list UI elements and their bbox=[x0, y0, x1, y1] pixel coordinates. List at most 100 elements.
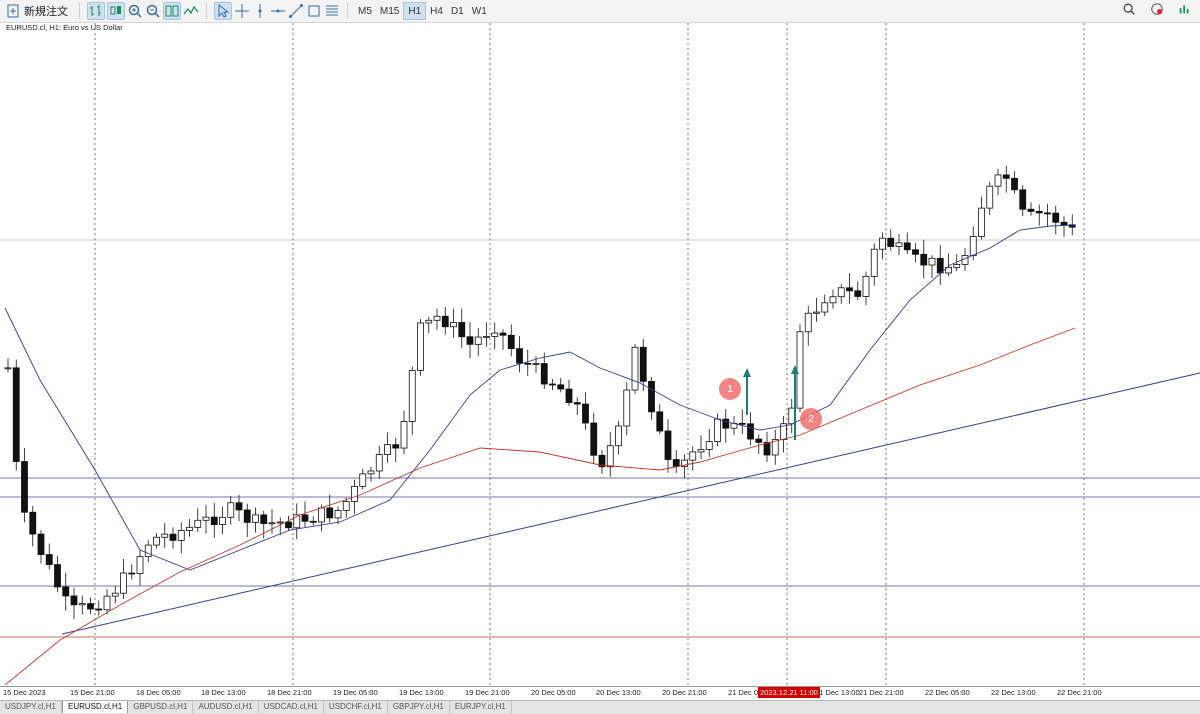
time-label: 22 Dec 05:00 bbox=[925, 688, 970, 697]
candle-body bbox=[565, 388, 573, 403]
candle-body bbox=[433, 315, 441, 321]
account-icon[interactable] bbox=[1150, 2, 1164, 19]
timeframe-m5[interactable]: M5 bbox=[358, 5, 372, 17]
zoom-in-button[interactable] bbox=[127, 2, 143, 20]
candle-body bbox=[1019, 189, 1027, 210]
current-time-label: 2023.12.21 11:00 bbox=[758, 687, 820, 698]
candle-body bbox=[804, 312, 812, 333]
annotation-marker-2: 2 bbox=[800, 408, 822, 430]
candle-body bbox=[912, 249, 919, 255]
time-label: 21 Dec 05:00 bbox=[728, 688, 773, 697]
tab-usdjpy[interactable]: USDJPY.cl,H1 bbox=[0, 701, 62, 713]
candle-body bbox=[483, 335, 490, 338]
bar-chart-button[interactable] bbox=[87, 2, 105, 20]
candle-body bbox=[648, 380, 655, 413]
candle-body bbox=[70, 595, 78, 606]
bar-chart-icon bbox=[90, 5, 101, 16]
candle-body bbox=[144, 544, 152, 558]
candle-body bbox=[12, 367, 20, 462]
price-chart[interactable] bbox=[0, 23, 1200, 686]
tab-eurjpy[interactable]: EURJPY.cl,H1 bbox=[450, 701, 512, 713]
chart-area[interactable]: EURUSD.cl, H1: Euro vs US Dollar 1 2 bbox=[0, 23, 1200, 686]
tab-usdchf[interactable]: USDCHF.cl,H1 bbox=[324, 701, 388, 713]
time-label: 19 Dec 21:00 bbox=[465, 688, 510, 697]
candle-body bbox=[1060, 221, 1068, 226]
candle-body bbox=[285, 521, 292, 529]
timeframe-w1[interactable]: W1 bbox=[471, 5, 487, 17]
candle-body bbox=[1027, 208, 1035, 212]
candle-body bbox=[928, 257, 936, 266]
candle-body bbox=[268, 522, 276, 525]
timeframe-d1[interactable]: D1 bbox=[450, 5, 464, 17]
candle-body bbox=[417, 322, 424, 371]
cursor-icon bbox=[218, 3, 230, 18]
candle-body bbox=[664, 430, 672, 460]
shapes-button[interactable] bbox=[306, 2, 322, 20]
candle-body bbox=[854, 290, 862, 297]
candle-body bbox=[920, 253, 928, 266]
tab-eurusd[interactable]: EURUSD.cl,H1 bbox=[61, 701, 129, 713]
tile-windows-button[interactable] bbox=[163, 2, 181, 20]
candle-body bbox=[994, 174, 1002, 187]
time-label: 20 Dec 05:00 bbox=[531, 688, 576, 697]
timeframe-h4[interactable]: H4 bbox=[430, 5, 443, 17]
candle-body bbox=[87, 603, 94, 610]
candle-body bbox=[194, 519, 202, 528]
search-icon[interactable] bbox=[1122, 2, 1136, 19]
candle-body bbox=[235, 502, 243, 511]
timeframe-h1[interactable]: H1 bbox=[403, 2, 427, 20]
candle-body bbox=[697, 449, 705, 453]
toolbar: 新規注文 M5 M15 H1 H4 D1 W1 bbox=[0, 0, 1200, 23]
candle-body bbox=[128, 572, 136, 575]
candle-body bbox=[301, 514, 309, 522]
candle-body bbox=[1011, 177, 1018, 191]
candle-body bbox=[846, 287, 853, 292]
time-label: 18 Dec 13:00 bbox=[201, 688, 246, 697]
candle-body bbox=[796, 331, 804, 409]
candle-body bbox=[499, 332, 507, 336]
shapes-icon bbox=[308, 5, 320, 17]
candle-body bbox=[788, 407, 796, 425]
candle-body bbox=[945, 266, 952, 274]
candle-body bbox=[161, 533, 169, 538]
toolbar-separator bbox=[206, 3, 207, 19]
tab-gbpjpy[interactable]: GBPJPY.cl,H1 bbox=[388, 701, 450, 713]
candle-body bbox=[639, 346, 647, 382]
signals-icon[interactable] bbox=[1178, 2, 1192, 19]
candle-body bbox=[689, 451, 697, 461]
candle-body bbox=[681, 459, 688, 467]
candle-body bbox=[78, 603, 86, 606]
candle-body bbox=[408, 369, 416, 422]
moving-average-fast bbox=[4, 224, 1076, 571]
candle-body bbox=[342, 501, 350, 511]
candle-body bbox=[870, 248, 878, 277]
tab-usdcad[interactable]: USDCAD.cl,H1 bbox=[259, 701, 324, 713]
candle-body bbox=[837, 287, 845, 298]
toolbar-separator bbox=[79, 3, 80, 19]
candlestick-button[interactable] bbox=[107, 2, 125, 20]
candle-body bbox=[276, 521, 284, 524]
crosshair-button[interactable] bbox=[234, 2, 250, 20]
vertical-line-icon bbox=[258, 4, 262, 18]
zoom-out-button[interactable] bbox=[145, 2, 161, 20]
candle-body bbox=[474, 336, 482, 345]
horizontal-line-button[interactable] bbox=[270, 2, 286, 20]
timeframe-m15[interactable]: M15 bbox=[379, 5, 400, 17]
candle-body bbox=[54, 564, 61, 588]
candle-body bbox=[392, 444, 400, 449]
tab-audusd[interactable]: AUDUSD.cl,H1 bbox=[193, 701, 259, 713]
candle-body bbox=[400, 421, 408, 449]
trendline-button[interactable] bbox=[288, 2, 304, 20]
zoom-out-icon bbox=[146, 4, 160, 18]
candle-body bbox=[384, 444, 391, 455]
vertical-line-button[interactable] bbox=[252, 2, 268, 20]
fibonacci-button[interactable] bbox=[324, 2, 340, 20]
candle-body bbox=[986, 185, 994, 209]
indicators-button[interactable] bbox=[183, 2, 199, 20]
time-label: 20 Dec 21:00 bbox=[662, 688, 707, 697]
cursor-button[interactable] bbox=[214, 2, 232, 20]
tab-gbpusd[interactable]: GBPUSD.cl,H1 bbox=[128, 701, 194, 713]
candle-body bbox=[862, 276, 870, 297]
new-order-button[interactable]: 新規注文 bbox=[1, 2, 72, 20]
fibonacci-icon bbox=[326, 5, 338, 16]
